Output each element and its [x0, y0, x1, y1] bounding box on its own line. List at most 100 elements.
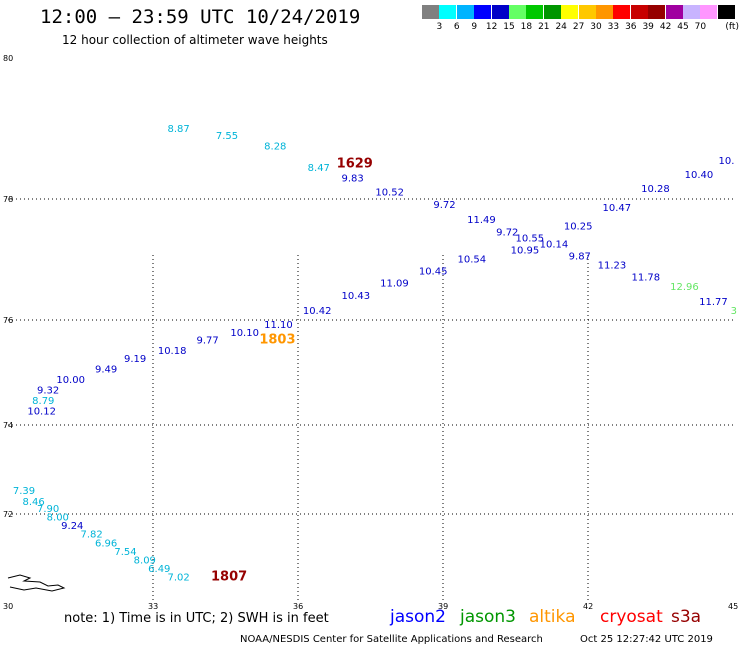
- wave-height-value: 12.96: [670, 282, 699, 293]
- wave-height-value: 9.83: [342, 173, 364, 184]
- legend-label: 21: [538, 22, 550, 32]
- wave-height-value: 11.78: [632, 273, 661, 284]
- legend-label: 15: [503, 22, 515, 32]
- wave-height-value: 10.12: [27, 407, 56, 418]
- page-title: 12:00 – 23:59 UTC 10/24/2019: [40, 6, 361, 28]
- pass-time-label: 1629: [337, 156, 373, 171]
- wave-height-value: 10.14: [540, 239, 569, 250]
- wave-height-value: 7.82: [81, 530, 103, 541]
- legend-swatch: [596, 5, 613, 19]
- wave-height-value: 7.39: [13, 486, 35, 497]
- satellite-name: jason3: [460, 607, 516, 627]
- wave-height-value: 7.90: [37, 504, 59, 515]
- legend-swatch: [561, 5, 579, 19]
- wave-height-value: 8.00: [47, 512, 69, 523]
- y-tick-label: 78: [3, 195, 13, 204]
- wave-height-value: 10.40: [685, 170, 714, 181]
- wave-height-value: 10.25: [564, 221, 593, 232]
- satellite-name: cryosat: [600, 607, 663, 627]
- wave-height-value: 10.18: [158, 346, 187, 357]
- axis-tick-labels: 30 33 36 39 42 45 72 74 76 78 80: [3, 54, 738, 611]
- legend-swatch: [509, 5, 526, 19]
- legend-swatch: [683, 5, 700, 19]
- map-grid: [8, 198, 733, 600]
- legend-swatch: [543, 5, 561, 19]
- legend-label: 45: [677, 22, 689, 32]
- page-subtitle: 12 hour collection of altimeter wave hei…: [62, 33, 328, 47]
- satellite-name: s3a: [671, 607, 702, 627]
- pass-time-label: 1803: [259, 333, 295, 348]
- wave-height-value: 8.87: [168, 124, 190, 135]
- legend-swatch: [630, 5, 648, 19]
- wave-height-value: 6.96: [95, 538, 117, 549]
- wave-height-value: 9.19: [124, 354, 146, 365]
- pass-time-labels: 1629 1803 1807: [211, 156, 373, 584]
- legend-swatch: [578, 5, 596, 19]
- legend-swatch: [491, 5, 509, 19]
- legend-label: 18: [520, 22, 533, 32]
- wave-height-value: 7.54: [114, 547, 136, 558]
- wave-height-value: 8.79: [32, 396, 54, 407]
- wave-height-value: 8.28: [264, 142, 286, 153]
- satellite-name: altika: [529, 607, 576, 627]
- wave-height-value: 6.49: [148, 564, 170, 575]
- wave-height-value: 9.49: [95, 365, 117, 376]
- x-tick-label: 45: [728, 602, 738, 611]
- wave-height-value: 8.47: [308, 163, 330, 174]
- wave-height-value: 7.55: [216, 131, 238, 142]
- legend-label: 33: [607, 22, 620, 32]
- x-tick-label: 30: [3, 602, 13, 611]
- wave-height-value: 10.43: [342, 291, 371, 302]
- wave-height-value: 9.72: [496, 227, 518, 238]
- y-tick-label: 74: [3, 421, 13, 430]
- y-tick-label: 72: [3, 510, 13, 519]
- legend-swatch: [613, 5, 631, 19]
- legend-label: 39: [642, 22, 654, 32]
- wave-height-value: 9.87: [569, 252, 591, 263]
- wave-height-value: 10.10: [230, 328, 259, 339]
- legend-label: 9: [471, 22, 478, 32]
- wave-height-value: 10.: [719, 156, 735, 167]
- legend-label: 30: [590, 22, 602, 32]
- legend-swatch: [717, 5, 735, 19]
- legend-swatch: [665, 5, 683, 19]
- wave-height-value: 8.09: [134, 555, 156, 566]
- legend-swatch: [456, 5, 474, 19]
- wave-height-value: 7.02: [168, 573, 190, 584]
- legend-swatch: [422, 5, 439, 19]
- legend-swatch: [526, 5, 544, 19]
- wave-height-value: 8.46: [23, 497, 45, 508]
- legend-swatch: [474, 5, 492, 19]
- wave-height-value: 10.54: [458, 255, 487, 266]
- wave-height-value: 10.45: [419, 267, 448, 278]
- y-tick-label: 80: [3, 54, 13, 63]
- legend-label: 36: [625, 22, 637, 32]
- legend-swatch: [700, 5, 718, 19]
- wave-height-value: 10.95: [511, 245, 540, 256]
- credit-line: NOAA/NESDIS Center for Satellite Applica…: [240, 634, 543, 645]
- wave-height-value: 11.09: [380, 279, 409, 290]
- legend-label: 3: [436, 22, 443, 32]
- legend-swatch: [439, 5, 457, 19]
- legend-label: 12: [485, 22, 498, 32]
- wave-height-value: 9.24: [61, 521, 83, 532]
- wave-height-value: 10.55: [516, 233, 545, 244]
- legend-unit-label: (ft): [725, 22, 739, 32]
- x-tick-label: 42: [583, 602, 593, 611]
- wave-height-value: 9.72: [433, 200, 455, 211]
- wave-height-value: 10.52: [375, 187, 404, 198]
- wave-height-value: 11.10: [264, 320, 293, 331]
- legend-swatch: [648, 5, 666, 19]
- coastline-outline: [7, 574, 66, 592]
- wave-height-value: 10.00: [56, 375, 85, 386]
- generation-timestamp: Oct 25 12:27:42 UTC 2019: [580, 634, 713, 645]
- x-tick-label: 33: [148, 602, 158, 611]
- wave-height-value: 10.47: [603, 203, 632, 214]
- wave-height-value: 11.77: [699, 297, 728, 308]
- x-tick-label: 36: [293, 602, 303, 611]
- footer-note: note: 1) Time is in UTC; 2) SWH is in fe…: [64, 611, 329, 626]
- y-tick-label: 76: [3, 316, 13, 325]
- wave-height-value: 9.32: [37, 386, 59, 397]
- legend-label: 27: [572, 22, 585, 32]
